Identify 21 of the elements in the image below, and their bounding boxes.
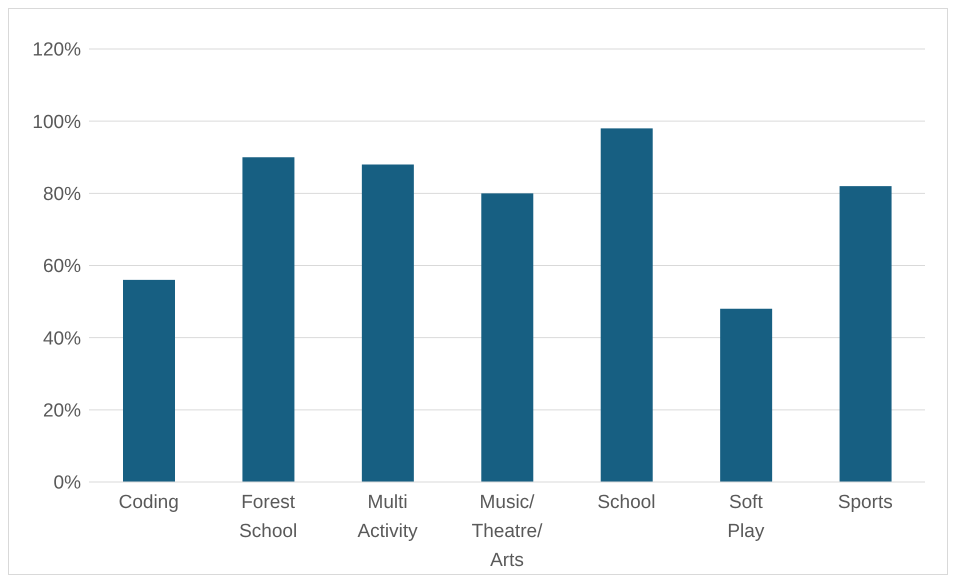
bar <box>362 164 414 482</box>
bar <box>840 186 892 482</box>
x-tick-label: Coding <box>118 492 179 513</box>
x-tick-label: Sports <box>838 492 893 513</box>
bar <box>123 280 175 482</box>
x-tick-label: Forest School <box>239 492 298 542</box>
y-tick-label: 80% <box>42 184 82 206</box>
x-tick-label: Soft Play <box>727 492 765 542</box>
bar <box>242 157 294 482</box>
y-tick-label: 60% <box>42 256 82 278</box>
bar <box>720 308 772 482</box>
y-tick-label: 0% <box>54 472 82 494</box>
bar <box>481 193 534 482</box>
x-tick-label: Multi Activity <box>357 492 418 542</box>
y-tick-label: 120% <box>32 40 82 61</box>
x-tick-label: School <box>597 492 656 513</box>
x-tick-label: Music/Theatre/Arts <box>472 492 544 571</box>
y-tick-label: 100% <box>32 112 82 133</box>
bar <box>600 128 653 482</box>
y-tick-label: 40% <box>42 328 82 350</box>
y-tick-label: 20% <box>42 400 82 422</box>
